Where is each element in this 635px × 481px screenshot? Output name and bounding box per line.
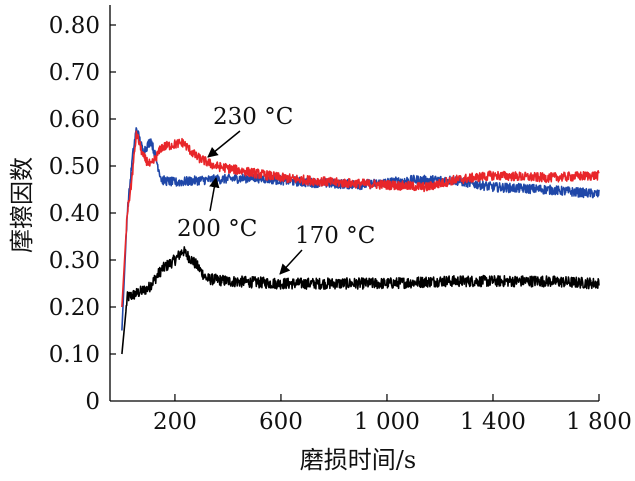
y-tick-label: 0.50: [49, 154, 100, 180]
y-axis-label: 摩擦因数: [8, 157, 36, 253]
x-ticks: 200 600 1 000 1 400 1 800: [153, 394, 632, 435]
x-tick-label: 1 400: [460, 409, 526, 435]
x-tick-label: 1 800: [566, 409, 632, 435]
y-tick-label: 0.60: [49, 107, 100, 133]
y-tick-label: 0.70: [49, 60, 100, 86]
y-tick-label: 0.10: [49, 342, 100, 368]
annotation-230-arrow: [207, 130, 241, 158]
x-tick-label: 1 000: [354, 409, 420, 435]
annotation-200-label: 200 °C: [177, 216, 257, 242]
annotation-170-arrow: [279, 249, 303, 275]
annotation-230: 230 °C: [207, 104, 293, 158]
annotation-200: 200 °C: [177, 176, 257, 242]
y-tick-label: 0.40: [49, 201, 100, 227]
series-line-230: [121, 130, 600, 308]
annotation-170: 170 °C: [279, 223, 375, 275]
x-tick-label: 200: [153, 409, 197, 435]
series-line-170: [121, 246, 600, 355]
annotation-170-label: 170 °C: [295, 223, 375, 249]
y-ticks: 0 0.10 0.20 0.30 0.40 0.50 0.60 0.70 0.80: [49, 13, 116, 415]
y-tick-label: 0: [85, 389, 100, 415]
y-tick-label: 0.80: [49, 13, 100, 39]
y-tick-label: 0.20: [49, 295, 100, 321]
x-tick-label: 600: [259, 409, 303, 435]
annotation-230-label: 230 °C: [213, 104, 293, 130]
series-layer: [121, 127, 600, 355]
x-axis-label: 磨损时间/s: [300, 446, 416, 474]
y-tick-label: 0.30: [49, 248, 100, 274]
annotation-200-arrow: [209, 176, 220, 212]
